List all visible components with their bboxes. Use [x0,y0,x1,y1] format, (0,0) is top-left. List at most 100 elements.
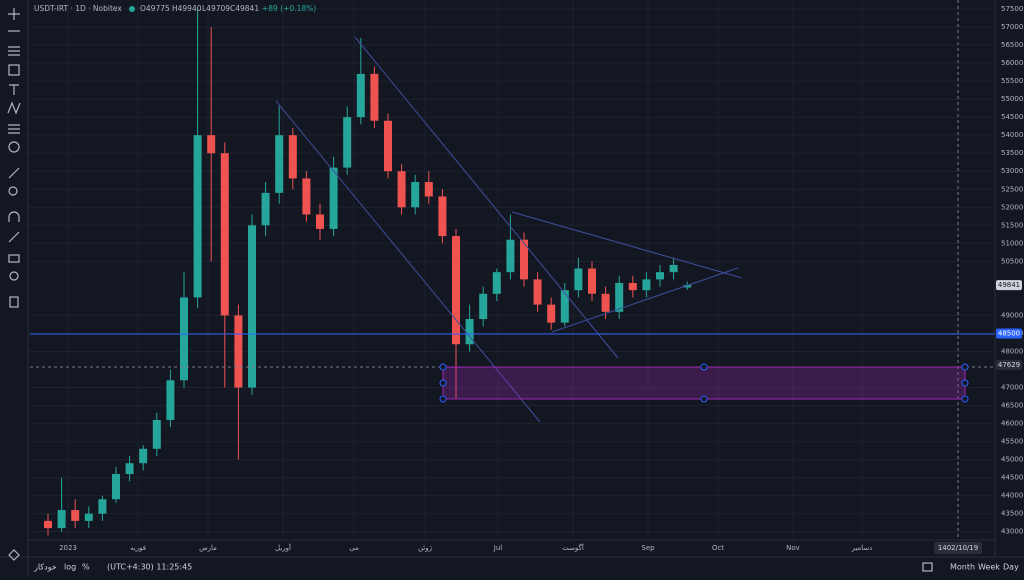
trend-line[interactable] [275,100,541,423]
log-scale[interactable]: log [64,563,76,572]
handle[interactable] [439,363,447,371]
tool-text[interactable] [9,84,19,95]
handle[interactable] [961,379,969,387]
candle-body [193,135,202,298]
candle-body [465,319,474,345]
y-tick-label: 52000 [1001,203,1023,211]
calendar-icon[interactable] [922,562,933,572]
y-tick-label: 52500 [1001,185,1023,193]
candle-body [628,282,637,291]
y-tick-label: 46000 [1001,420,1023,428]
y-tick-label: 55500 [1001,77,1023,85]
handle[interactable] [961,395,969,403]
candle-body [615,282,624,312]
ohlc-low: L49709 [202,4,230,13]
trend-line[interactable] [511,211,743,279]
y-tick-label: 47000 [1001,384,1023,392]
price-badge [996,328,1022,339]
y-tick-label: 43500 [1001,510,1023,518]
range-week[interactable]: Week [978,563,1000,572]
x-tick-label: Jul [493,544,503,552]
candle-body [261,192,270,226]
candle-body [98,499,107,514]
candle-body [125,463,134,475]
y-tick-label: 51500 [1001,221,1023,229]
price-badge-label: 47629 [998,361,1020,369]
tool-magnet[interactable] [8,211,20,222]
handle[interactable] [961,363,969,371]
handle[interactable] [700,363,708,371]
candle-body [234,315,243,388]
y-tick-label: 57000 [1001,23,1023,31]
y-tick-label: 57500 [1001,5,1023,13]
tool-crosshair[interactable] [8,8,20,20]
candle-body [656,272,664,280]
handle[interactable] [439,395,447,403]
x-tick-label: Nov [786,544,800,552]
y-tick-label: 45500 [1001,438,1023,446]
candle-body [84,513,93,521]
tool-trash[interactable] [9,296,19,308]
candle-body [560,290,569,323]
trend-line[interactable] [354,36,619,359]
range-day[interactable]: Day [1003,563,1019,572]
status-dot [129,6,135,12]
tool-prediction[interactable] [8,124,20,134]
candle-body [533,279,542,305]
date-badge [934,542,982,554]
x-tick-label: آوریل [275,543,292,552]
y-tick-label: 45000 [1001,456,1023,464]
y-tick-label: 48000 [1001,347,1023,355]
tool-pattern[interactable] [7,101,21,115]
tool-shape[interactable] [8,64,20,76]
candle-body [248,225,256,388]
candle-body [547,304,556,323]
x-tick-label: آگوست [562,543,585,552]
handle[interactable] [700,395,708,403]
candle-body [574,268,583,291]
tool-eye[interactable] [9,271,19,281]
y-tick-label: 53000 [1001,167,1023,175]
x-tick-label: Sep [641,544,655,552]
candle-body [384,120,392,172]
y-tick-label: 49000 [1001,311,1023,319]
y-tick-label: 55000 [1001,95,1023,103]
candle-body [44,520,52,529]
tool-zoom[interactable] [8,186,18,196]
x-tick-label: Oct [712,544,724,552]
auto-scale[interactable]: خودکار [33,563,57,572]
candle-body [370,73,379,121]
candle-body [152,419,161,449]
timezone[interactable]: (UTC+4:30) 11:25:45 [107,563,192,572]
tool-layers[interactable] [8,549,20,561]
tool-icons[interactable] [8,141,20,153]
candle-body [506,239,515,273]
percent-scale[interactable]: % [82,563,90,572]
zone-rectangle[interactable] [442,366,966,400]
tool-fib[interactable] [8,46,20,56]
y-tick-label: 46500 [1001,402,1023,410]
y-tick-label: 44000 [1001,492,1023,500]
price-badge-label: 48500 [998,329,1020,337]
range-month[interactable]: Month [950,563,975,572]
tool-pencil[interactable] [8,231,20,243]
candle-body [343,117,352,168]
plot-area [28,0,995,540]
candle-body [452,236,460,345]
candle-body [207,135,216,154]
top-legend: USDT-IRT · 1D · Nobitex O49775 H49940 L4… [34,4,316,13]
candle-body [329,167,338,229]
x-tick-label: 2023 [59,544,77,552]
handle[interactable] [439,379,447,387]
trend-line[interactable] [551,267,739,333]
candle-body [683,285,692,288]
candle-body [438,196,447,237]
y-tick-label: 51000 [1001,239,1023,247]
candle-body [180,297,188,381]
tool-measure[interactable] [8,167,20,179]
x-tick-label: فوریه [130,544,146,552]
candle-body [166,380,175,420]
tool-lock[interactable] [8,254,20,263]
